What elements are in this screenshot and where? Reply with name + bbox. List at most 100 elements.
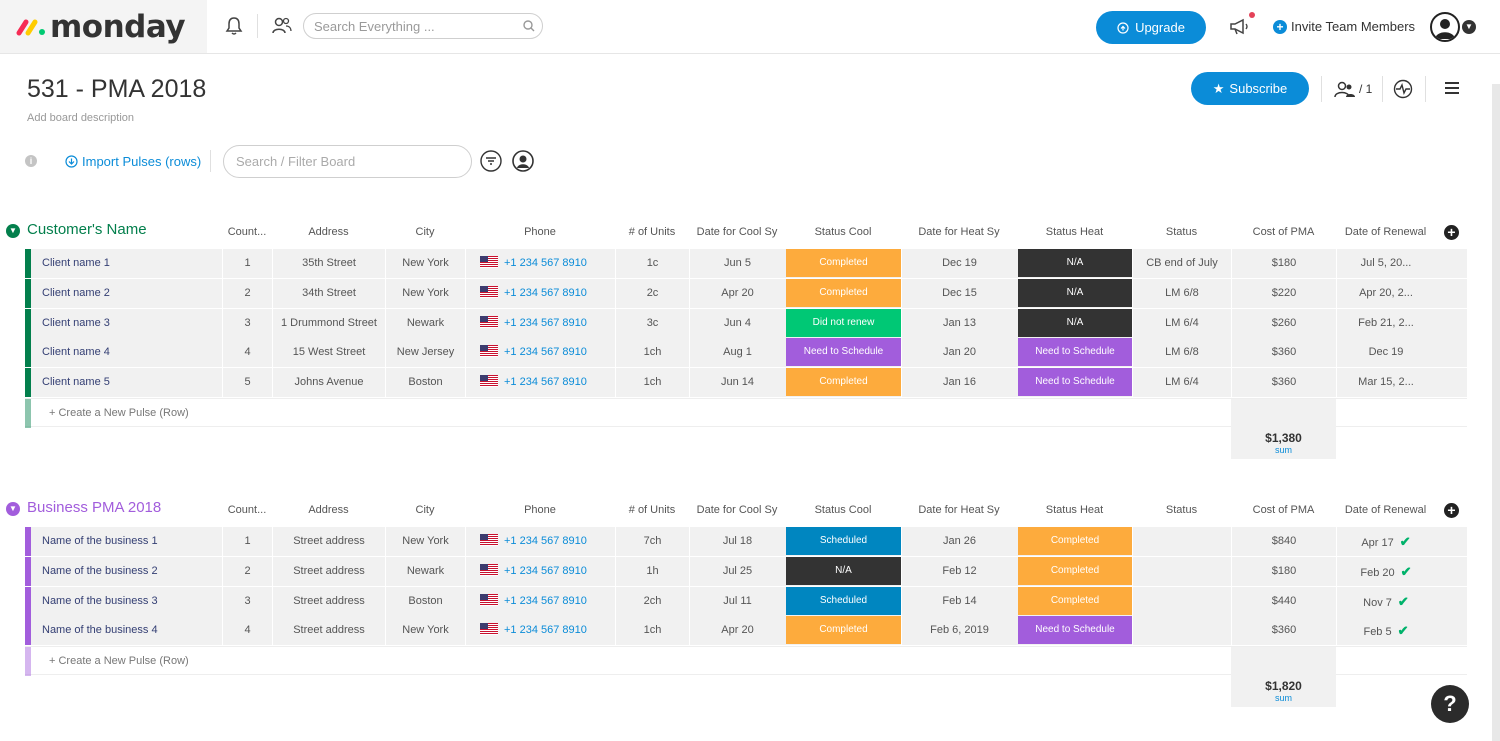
renewal-date[interactable]: Apr 17 ✔ [1336,527,1435,556]
heat_date-cell[interactable]: Jan 16 [901,368,1017,398]
cost-cell[interactable]: $360 [1231,616,1336,646]
count-cell[interactable]: 4 [222,616,272,646]
units-cell[interactable]: 2c [615,278,689,308]
column-header[interactable]: Date for Heat Sy [918,226,1000,238]
pulse-name[interactable]: Name of the business 3 [42,594,158,607]
phone-number[interactable]: +1 234 567 8910 [504,535,587,547]
cool_date-cell[interactable]: Jun 14 [689,368,785,398]
column-header[interactable]: Date of Renewal [1344,226,1427,238]
cool_date-cell[interactable]: Jul 18 [689,527,785,556]
create-pulse-row[interactable]: + Create a New Pulse (Row) [25,646,1467,677]
address-cell[interactable]: Street address [272,556,385,586]
heat_date-cell[interactable]: Jan 26 [901,527,1017,556]
cool_date-cell[interactable]: Jul 11 [689,586,785,616]
status-cell[interactable] [1132,586,1231,616]
city-cell[interactable]: New Jersey [385,338,465,368]
table-row[interactable]: Client name 4 4 15 West Street New Jersey +1… [25,338,1467,368]
pulse-name[interactable]: Name of the business 2 [42,564,158,577]
group-title[interactable]: Customer's Name [27,221,147,238]
add-column-icon[interactable]: + [1444,225,1459,240]
table-row[interactable]: Client name 2 2 34th Street New York +1 234 … [25,278,1467,308]
status-label[interactable]: Need to Schedule [1018,338,1132,367]
table-row[interactable]: Name of the business 3 3 Street address Bos… [25,586,1467,616]
create-pulse-link[interactable]: + Create a New Pulse (Row) [49,407,189,419]
status-label[interactable]: N/A [786,556,901,585]
import-pulses-link[interactable]: Import Pulses (rows) [65,154,201,169]
chevron-down-icon[interactable]: ▼ [1462,20,1476,34]
cost-cell[interactable]: $360 [1231,368,1336,398]
avatar[interactable] [1430,12,1460,42]
units-cell[interactable]: 2ch [615,586,689,616]
phone-cell[interactable]: +1 234 567 8910 [465,556,615,586]
units-cell[interactable]: 1ch [615,338,689,368]
column-header[interactable]: Address [308,226,349,238]
search-icon[interactable] [522,19,536,33]
person-filter-icon[interactable] [512,150,534,172]
cool_date-cell[interactable]: Aug 1 [689,338,785,368]
global-search-input[interactable] [303,13,543,39]
city-cell[interactable]: New York [385,278,465,308]
city-cell[interactable]: Boston [385,368,465,398]
sum-label[interactable]: sum [1274,693,1292,704]
units-cell[interactable]: 1ch [615,368,689,398]
table-row[interactable]: Name of the business 4 4 Street address New… [25,616,1467,646]
pulse-name[interactable]: Client name 5 [42,376,110,389]
chevron-down-icon[interactable]: ▼ [6,224,20,238]
megaphone-icon[interactable] [1228,16,1252,38]
table-row[interactable]: Name of the business 1 1 Street address New… [25,527,1467,556]
heat_date-cell[interactable]: Feb 12 [901,556,1017,586]
city-cell[interactable]: Boston [385,586,465,616]
cool_date-cell[interactable]: Apr 20 [689,616,785,646]
status-cell[interactable]: LM 6/8 [1132,278,1231,308]
city-cell[interactable]: Newark [385,308,465,338]
status-cell[interactable]: LM 6/8 [1132,338,1231,368]
renewal-date[interactable]: Dec 19 [1336,338,1435,368]
heat_date-cell[interactable]: Jan 20 [901,338,1017,368]
column-header[interactable]: Status Heat [1045,226,1104,238]
pulse-name[interactable]: Client name 2 [42,286,110,299]
address-cell[interactable]: 35th Street [272,249,385,278]
table-row[interactable]: Client name 5 5 Johns Avenue Boston +1 234 5… [25,368,1467,398]
units-cell[interactable]: 1ch [615,616,689,646]
address-cell[interactable]: 15 West Street [272,338,385,368]
phone-number[interactable]: +1 234 567 8910 [504,594,587,607]
phone-cell[interactable]: +1 234 567 8910 [465,308,615,338]
status-label[interactable]: Need to Schedule [1018,368,1132,397]
city-cell[interactable]: New York [385,249,465,278]
phone-number[interactable]: +1 234 567 8910 [504,346,587,359]
units-cell[interactable]: 1c [615,249,689,278]
status-cell[interactable] [1132,527,1231,556]
sum-label[interactable]: sum [1274,445,1292,455]
status-label[interactable]: Completed [786,249,901,277]
column-header[interactable]: Status Cool [814,226,872,238]
table-row[interactable]: Name of the business 2 2 Street address New… [25,556,1467,586]
cool_date-cell[interactable]: Jun 4 [689,308,785,338]
phone-number[interactable]: +1 234 567 8910 [504,316,587,329]
board-title[interactable]: 531 - PMA 2018 [27,75,207,103]
create-pulse-link[interactable]: + Create a New Pulse (Row) [49,655,189,668]
heat_date-cell[interactable]: Jan 13 [901,308,1017,338]
group-title[interactable]: Business PMA 2018 [27,499,162,516]
subscribe-button[interactable]: ★ Subscribe [1191,72,1309,105]
status-label[interactable]: Completed [1018,527,1132,555]
status-label[interactable]: N/A [1018,278,1132,307]
address-cell[interactable]: 34th Street [272,278,385,308]
cool_date-cell[interactable]: Jul 25 [689,556,785,586]
filter-icon[interactable] [480,150,502,172]
cost-cell[interactable]: $360 [1231,338,1336,368]
phone-number[interactable]: +1 234 567 8910 [504,286,587,299]
status-label[interactable]: Completed [786,368,901,397]
renewal-date[interactable]: Jul 5, 20... [1336,249,1435,278]
column-header[interactable]: # of Units [628,226,676,238]
renewal-date[interactable]: Feb 5 ✔ [1336,616,1435,646]
column-header[interactable]: Date for Cool Sy [696,226,778,238]
phone-cell[interactable]: +1 234 567 8910 [465,527,615,556]
phone-number[interactable]: +1 234 567 8910 [504,376,587,389]
city-cell[interactable]: Newark [385,556,465,586]
info-icon[interactable]: i [25,155,37,167]
count-cell[interactable]: 1 [222,527,272,556]
count-cell[interactable]: 2 [222,278,272,308]
column-header[interactable]: Date for Cool Sy [696,504,778,516]
status-label[interactable]: Scheduled [786,586,901,615]
